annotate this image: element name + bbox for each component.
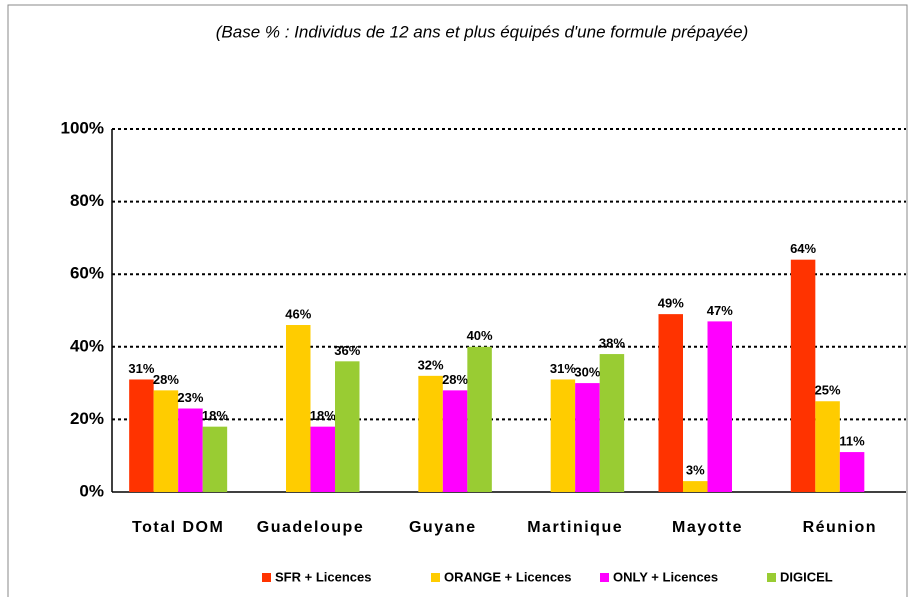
bar [790, 259, 816, 492]
data-label: 30% [574, 365, 600, 380]
bar [599, 354, 625, 492]
data-label: 28% [442, 372, 468, 387]
data-label: 31% [128, 361, 154, 376]
data-label: 25% [815, 383, 841, 398]
y-tick-label: 20% [70, 409, 104, 428]
data-label: 28% [153, 372, 179, 387]
y-tick-label: 0% [79, 481, 104, 500]
data-label: 18% [310, 408, 336, 423]
bar [202, 426, 228, 492]
bar [683, 481, 708, 492]
bar [335, 361, 360, 492]
legend-label: SFR + Licences [275, 569, 371, 584]
data-label: 32% [418, 357, 444, 372]
y-tick-label: 60% [70, 264, 104, 283]
x-tick-label: Martinique [527, 519, 623, 536]
bar [815, 401, 840, 492]
chart-subtitle: (Base % : Individus de 12 ans et plus éq… [216, 22, 748, 41]
legend-swatch [262, 573, 271, 582]
bar [839, 452, 865, 492]
legend-swatch [600, 573, 609, 582]
data-label: 64% [790, 241, 816, 256]
data-label: 49% [658, 296, 684, 311]
x-tick-label: Réunion [803, 519, 878, 536]
x-tick-label: Guadeloupe [257, 519, 364, 536]
bar [286, 325, 311, 492]
bar [550, 379, 576, 492]
bar [467, 346, 492, 492]
bar [178, 408, 203, 492]
bar [442, 390, 468, 492]
bar [418, 375, 443, 492]
y-tick-label: 40% [70, 336, 104, 355]
legend-label: ONLY + Licences [613, 569, 718, 584]
data-label: 36% [334, 343, 360, 358]
bar [153, 390, 179, 492]
legend-label: DIGICEL [780, 569, 833, 584]
data-label: 47% [707, 303, 733, 318]
data-label: 31% [550, 361, 576, 376]
y-tick-label: 100% [61, 118, 104, 137]
bar [129, 379, 154, 492]
legend-swatch [431, 573, 440, 582]
data-label: 11% [839, 434, 865, 449]
data-label: 46% [285, 306, 311, 321]
frame [7, 4, 908, 597]
data-label: 18% [202, 408, 228, 423]
x-tick-label: Mayotte [672, 519, 743, 536]
data-label: 3% [686, 463, 705, 478]
bar [310, 426, 335, 492]
y-tick-label: 80% [70, 191, 104, 210]
bar [658, 314, 683, 492]
legend-swatch [767, 573, 776, 582]
data-label: 38% [599, 335, 625, 350]
data-label: 23% [177, 390, 203, 405]
bar [575, 383, 600, 492]
x-tick-label: Guyane [409, 519, 477, 536]
data-label: 40% [467, 328, 493, 343]
legend-label: ORANGE + Licences [444, 569, 572, 584]
x-tick-label: Total DOM [132, 519, 224, 536]
bar [707, 321, 732, 492]
